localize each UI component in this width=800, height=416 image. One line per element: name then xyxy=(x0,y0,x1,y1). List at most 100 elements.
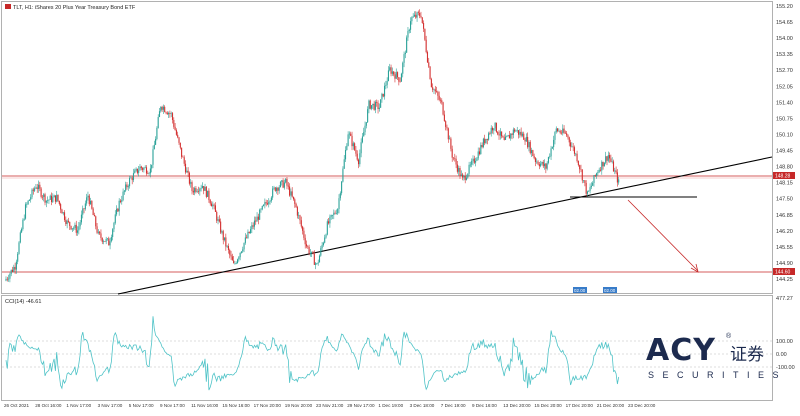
candle-body xyxy=(602,161,604,167)
candle-body xyxy=(106,238,109,240)
candle-body xyxy=(562,128,564,134)
candle-body xyxy=(481,145,483,147)
candle-body xyxy=(104,241,106,242)
candle-body xyxy=(334,212,336,214)
candle-body xyxy=(412,16,414,18)
candle-body xyxy=(348,133,350,135)
candle-body xyxy=(523,133,525,140)
candle-body xyxy=(495,122,497,132)
ascending-trendline[interactable] xyxy=(117,156,773,295)
price-tick-label: 153.35 xyxy=(776,52,793,58)
candle-body xyxy=(165,111,167,113)
time-tick-label: 5 Nov 17:00 xyxy=(129,403,154,408)
candle-body xyxy=(536,161,538,163)
candle-body xyxy=(609,155,611,159)
candle-body xyxy=(313,253,315,265)
candle-body xyxy=(406,37,408,53)
candle-body xyxy=(36,187,38,190)
candle-body xyxy=(181,147,183,157)
candle-body xyxy=(566,133,568,136)
candle-body xyxy=(223,237,226,241)
cci-scale-max: 477.27 xyxy=(776,296,793,302)
candle-body xyxy=(555,128,557,132)
candle-body xyxy=(11,269,14,272)
candle-body xyxy=(486,138,488,140)
time-axis: 26 Oct 2021 28 Oct 16:00 1 Nov 17:00 3 Nov … xyxy=(4,403,656,408)
candle-body xyxy=(139,166,141,171)
candle-body xyxy=(279,181,282,187)
candle-body xyxy=(123,190,125,192)
candle-body xyxy=(308,246,310,254)
candle-body xyxy=(586,191,589,194)
time-tick-label: 26 Oct 2021 xyxy=(4,403,29,408)
candle-body xyxy=(498,134,500,136)
candle-body xyxy=(100,233,102,239)
candle-body xyxy=(21,229,23,233)
candle-body xyxy=(92,208,94,216)
time-tick-label: 9 Dec 16:00 xyxy=(472,403,497,408)
candle-body xyxy=(44,194,46,203)
candle-body xyxy=(295,203,297,208)
candle-body xyxy=(103,241,105,242)
candle-body xyxy=(225,237,227,247)
candle-body xyxy=(425,39,427,53)
candle-body xyxy=(69,221,71,226)
price-tick-label: 154.00 xyxy=(776,36,793,42)
candle-body xyxy=(192,190,194,193)
candle-body xyxy=(352,143,354,147)
candle-body xyxy=(361,136,363,143)
candle-body xyxy=(291,191,293,197)
candle-body xyxy=(364,125,366,133)
candle-body xyxy=(430,79,432,88)
candle-body xyxy=(199,188,201,192)
candle-body xyxy=(378,107,380,109)
candle-body xyxy=(377,102,379,109)
candle-body xyxy=(184,163,187,173)
candle-body xyxy=(373,103,375,110)
candle-body xyxy=(48,199,50,201)
price-tick-label: 145.55 xyxy=(776,245,793,251)
time-tick-label: 19 Nov 20:00 xyxy=(285,403,313,408)
time-tick-label: 17 Nov 20:00 xyxy=(254,403,282,408)
candle-body xyxy=(179,142,181,148)
candle-body xyxy=(560,132,563,134)
candle-body xyxy=(158,111,161,118)
candle-body xyxy=(506,136,508,137)
candle-body xyxy=(491,127,494,131)
projection-arrow-head-icon xyxy=(690,263,699,273)
time-tick-label: 3 Nov 17:00 xyxy=(98,403,123,408)
candle-body xyxy=(576,153,578,162)
candle-body xyxy=(80,214,82,223)
candle-body xyxy=(485,138,487,144)
projection-arrow-line[interactable] xyxy=(627,199,699,272)
candle-body xyxy=(607,155,609,161)
time-tick-label: 17 Dec 20:00 xyxy=(566,403,594,408)
candle-body xyxy=(393,71,395,75)
candle-body xyxy=(200,188,202,189)
candle-body xyxy=(508,135,510,139)
candle-body xyxy=(554,131,556,140)
candle-body xyxy=(385,84,387,86)
candle-body xyxy=(268,201,270,205)
candle-body xyxy=(572,146,574,148)
candle-body xyxy=(15,261,17,270)
candle-body xyxy=(140,166,142,169)
candle-body xyxy=(164,106,166,112)
candle-body xyxy=(186,170,188,173)
candle-body xyxy=(417,12,419,14)
candle-body xyxy=(553,139,555,148)
candle-body xyxy=(9,273,11,279)
candle-body xyxy=(303,230,305,238)
candle-body xyxy=(6,278,8,280)
candle-body xyxy=(86,197,88,204)
candle-body xyxy=(132,173,135,181)
candle-body xyxy=(516,130,518,131)
candle-body xyxy=(463,175,465,178)
candle-body xyxy=(302,226,304,231)
candle-body xyxy=(278,186,280,191)
candle-body xyxy=(227,246,229,250)
candle-body xyxy=(338,198,340,210)
candle-body xyxy=(467,173,469,178)
